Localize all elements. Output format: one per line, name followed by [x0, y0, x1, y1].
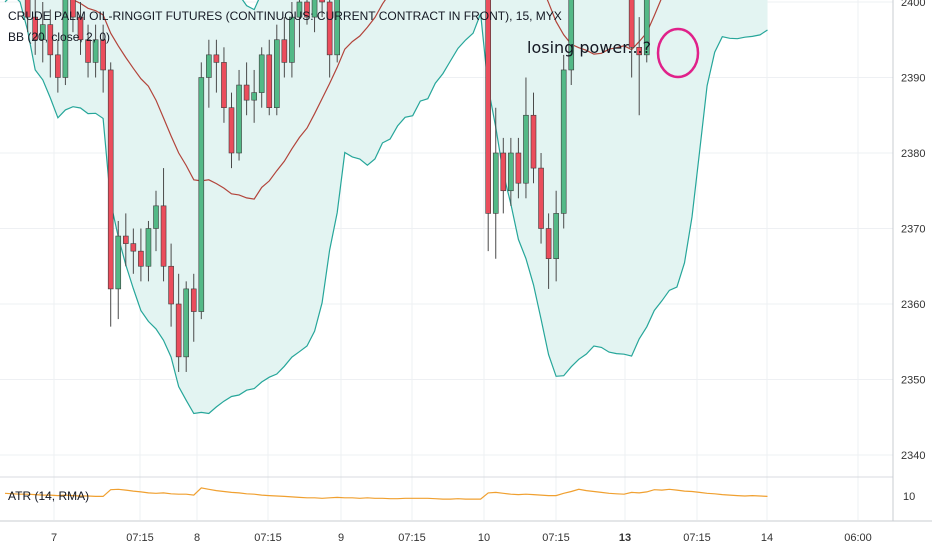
- time-tick-label: 10: [478, 532, 490, 544]
- bb-lower-line: [4, 0, 768, 415]
- candle-body: [62, 0, 69, 78]
- candle-body: [296, 1, 303, 18]
- candle-body: [304, 1, 310, 18]
- candle-body: [258, 54, 265, 93]
- candle-body: [175, 303, 182, 358]
- candle-body: [515, 152, 522, 184]
- atr-pane: [4, 487, 768, 500]
- candle-body: [553, 213, 559, 259]
- candle-body: [24, 0, 31, 18]
- atr-line: [4, 487, 768, 500]
- time-tick-label: 07:15: [542, 532, 570, 544]
- price-tick-label: 2350: [901, 375, 925, 387]
- candle-body: [636, 46, 643, 56]
- candle-body: [311, 0, 318, 18]
- candle-body: [123, 235, 129, 244]
- price-tick-label: 2370: [901, 224, 925, 236]
- candle-body: [190, 288, 197, 312]
- time-tick-label: 07:15: [126, 532, 154, 544]
- candle-body: [47, 24, 54, 56]
- candle-body: [251, 92, 257, 101]
- candle-body: [492, 152, 499, 214]
- candle-body: [213, 54, 220, 63]
- candle-body: [77, 16, 84, 41]
- time-tick-label: 07:15: [683, 532, 711, 544]
- candle-body: [628, 0, 635, 48]
- candle-body: [153, 205, 159, 229]
- candle-body: [145, 228, 152, 267]
- candle-body: [107, 69, 114, 290]
- price-tick-label: 2380: [901, 148, 925, 160]
- candle-body: [221, 62, 227, 109]
- candle-body: [500, 152, 507, 192]
- candle-body: [55, 54, 61, 78]
- time-tick-label: 07:15: [398, 532, 426, 544]
- chart-title: CRUDE PALM OIL-RINGGIT FUTURES (CONTINUO…: [8, 9, 562, 23]
- candle-body: [243, 84, 250, 101]
- candle-body: [538, 167, 544, 229]
- candle-body: [508, 152, 514, 192]
- atr-tick-label: 10: [903, 491, 915, 503]
- candle-body: [560, 69, 567, 214]
- candle-body: [160, 205, 167, 267]
- candles: [24, 0, 650, 372]
- candle-body: [236, 84, 242, 154]
- price-tick-label: 2340: [901, 450, 925, 462]
- time-tick-label: 13: [619, 532, 631, 544]
- candle-body: [138, 250, 144, 267]
- candle-body: [289, 16, 295, 63]
- price-tick-label: 2360: [901, 299, 925, 311]
- candle-body: [32, 16, 39, 41]
- candle-body: [206, 54, 212, 78]
- candle-body: [568, 0, 575, 71]
- time-tick-label: 07:15: [254, 532, 282, 544]
- candle-body: [281, 39, 288, 63]
- candle-body: [100, 39, 106, 71]
- candle-body: [92, 39, 99, 63]
- candle-body: [168, 265, 174, 305]
- candle-body: [115, 235, 122, 290]
- candle-body: [319, 0, 325, 3]
- candle-body: [39, 24, 46, 41]
- candle-body: [530, 114, 537, 169]
- candle-body: [85, 39, 91, 63]
- candle-body: [334, 0, 341, 56]
- candle-body: [485, 0, 492, 214]
- time-tick-label: 7: [51, 532, 57, 544]
- candle-body: [273, 39, 280, 108]
- candle-body: [183, 288, 189, 358]
- bollinger-bands: [4, 0, 768, 415]
- candle-body: [326, 1, 333, 56]
- time-tick-label: 9: [338, 532, 344, 544]
- annotation-text: losing power...?: [527, 38, 651, 57]
- candle-body: [545, 228, 552, 260]
- candle-body: [643, 0, 650, 56]
- price-axis-bg: [893, 0, 932, 550]
- candle-body: [130, 243, 137, 252]
- time-tick-label: 06:00: [844, 532, 872, 544]
- candle-body: [228, 107, 235, 154]
- candle-body: [523, 114, 529, 184]
- atr-indicator-label: ATR (14, RMA): [8, 489, 89, 503]
- time-tick-label: 14: [761, 532, 773, 544]
- time-tick-label: 8: [194, 532, 200, 544]
- price-tick-label: 2390: [901, 73, 925, 85]
- price-tick-label: 2400: [901, 0, 925, 9]
- annotations: [656, 27, 700, 79]
- bb-fill: [5, 0, 768, 414]
- annotation-circle: [656, 27, 700, 79]
- candle-body: [70, 0, 76, 18]
- candle-body: [198, 77, 205, 312]
- bb-indicator-label: BB (20, close, 2, 0): [8, 30, 110, 44]
- bb-basis-line: [71, 0, 662, 200]
- candle-body: [266, 54, 273, 108]
